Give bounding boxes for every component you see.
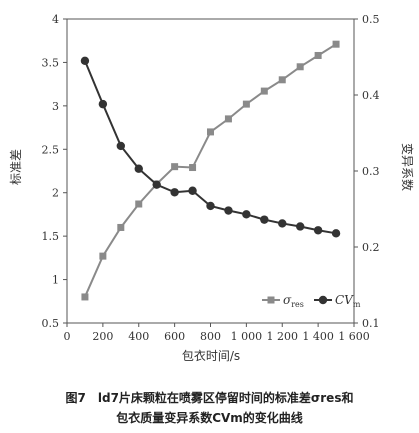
x-tick-label: 1 600 <box>338 330 370 343</box>
x-tick-label: 1 400 <box>302 330 334 343</box>
data-point-circle <box>313 226 323 235</box>
figure-caption-line-2: 包衣质量变异系数CVm的变化曲线 <box>116 411 303 425</box>
y-right-tick-label: 0.1 <box>362 317 380 330</box>
data-point-square <box>332 40 340 48</box>
legend-label-0: σres <box>283 293 304 309</box>
y-left-axis-ticks: 0.5 1 1.5 2 2.5 3 3.5 4 <box>42 13 67 330</box>
y-right-tick-label: 0.5 <box>362 13 380 26</box>
data-point-square <box>99 252 107 260</box>
y-left-axis-label: 标准差 <box>9 149 23 185</box>
data-point-circle <box>206 201 215 211</box>
data-point-circle <box>242 210 251 219</box>
data-point-square <box>296 63 304 71</box>
plot-frame <box>66 18 355 324</box>
y-left-tick-label: 3.5 <box>42 56 60 69</box>
x-tick-label: 600 <box>164 330 185 343</box>
data-point-circle <box>295 222 305 231</box>
data-point-square <box>189 164 197 172</box>
x-tick-label: 200 <box>92 330 113 343</box>
y-right-axis-label: 变异系数 <box>400 143 415 191</box>
data-point-circle <box>80 56 90 65</box>
data-point-square <box>278 76 286 84</box>
data-point-circle <box>188 186 197 195</box>
legend-marker-square <box>267 296 275 304</box>
data-point-square <box>207 128 214 136</box>
data-point-square <box>81 293 89 301</box>
series-group <box>80 40 341 301</box>
data-point-square <box>314 51 322 59</box>
series-line-0 <box>84 43 337 298</box>
data-point-square <box>117 223 125 231</box>
data-point-circle <box>278 219 287 228</box>
x-axis-label: 包衣时间/s <box>182 348 240 363</box>
y-left-tick-label: 0.5 <box>42 317 60 330</box>
y-left-tick-label: 2 <box>52 187 59 200</box>
data-point-circle <box>224 206 233 215</box>
data-point-circle <box>98 99 108 109</box>
y-left-tick-label: 2.5 <box>42 143 60 156</box>
y-right-axis-ticks: 0.1 0.2 0.3 0.4 0.5 <box>354 13 380 330</box>
x-tick-label: 0 <box>64 330 71 343</box>
data-point-circle <box>152 180 161 189</box>
data-point-circle <box>260 215 269 224</box>
data-point-circle <box>116 141 126 151</box>
legend-label-1: CVm <box>335 293 361 309</box>
dual-axis-line-chart: 0 200 400 600 800 1 000 1 200 1 400 1 600 0.511.… <box>9 13 415 363</box>
data-point-square <box>242 100 250 108</box>
data-point-square <box>135 200 143 208</box>
data-point-circle <box>331 229 341 238</box>
data-point-square <box>171 163 179 171</box>
y-right-tick-label: 0.2 <box>362 241 380 254</box>
data-point-circle <box>134 164 143 173</box>
y-right-tick-label: 0.3 <box>362 165 380 178</box>
x-tick-label: 1 200 <box>267 330 299 343</box>
y-left-tick-label: 4 <box>52 13 59 26</box>
data-point-circle <box>170 188 179 197</box>
y-left-tick-label: 1 <box>52 274 59 287</box>
x-tick-label: 800 <box>200 330 221 343</box>
plot-border <box>66 18 355 324</box>
x-tick-label: 400 <box>128 330 149 343</box>
y-left-tick-label: 3 <box>52 100 59 113</box>
figure-caption-line-1: 图7 ld7片床颗粒在喷雾区停留时间的标准差σres和 <box>65 391 354 405</box>
y-left-tick-label: 1.5 <box>42 230 60 243</box>
legend: σres CVm <box>262 293 361 309</box>
x-tick-label: 1 000 <box>231 330 263 343</box>
data-point-square <box>224 115 232 123</box>
legend-marker-circle <box>318 295 328 305</box>
data-point-square <box>260 87 268 95</box>
x-axis-ticks: 0 200 400 600 800 1 000 1 200 1 400 1 600 <box>64 323 370 343</box>
y-right-tick-label: 0.4 <box>362 89 380 102</box>
